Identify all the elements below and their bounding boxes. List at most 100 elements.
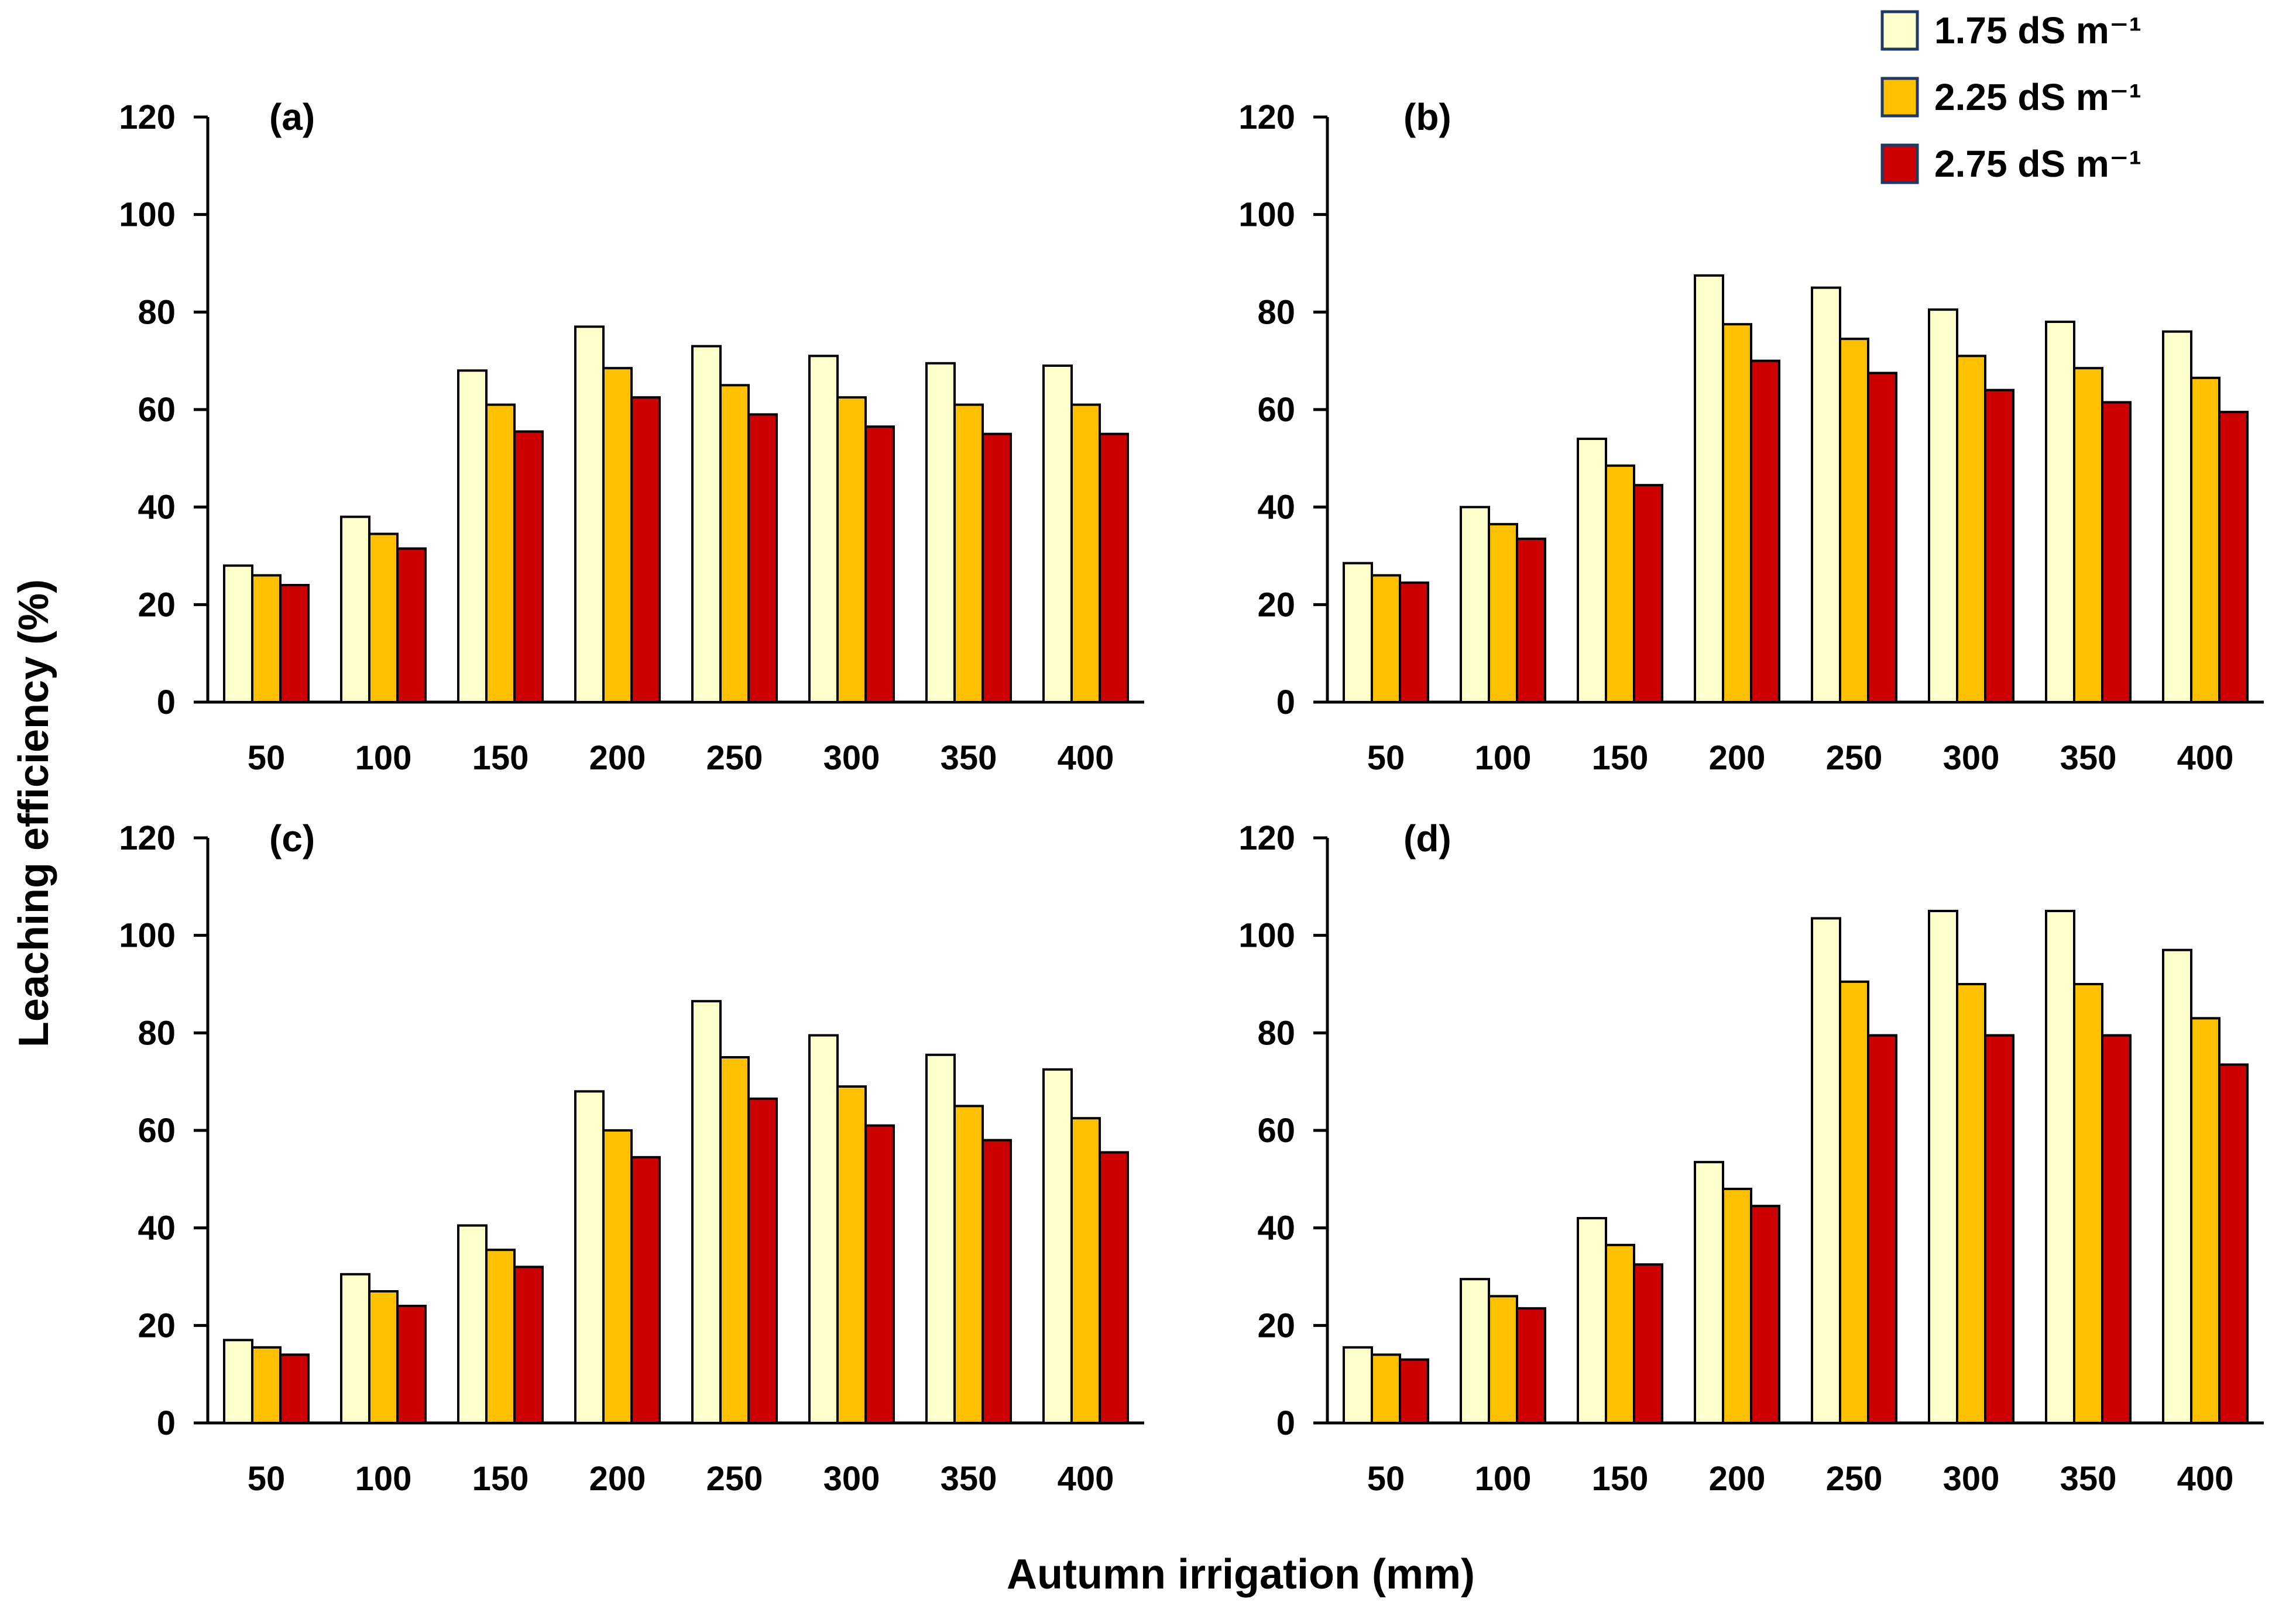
- legend-label-s225: 2.25 dS m⁻¹: [1934, 76, 2141, 118]
- x-tick-label: 200: [1709, 1460, 1766, 1498]
- bar-c-200-s275: [630, 1156, 661, 1425]
- bar-d-50-s175: [1343, 1346, 1373, 1424]
- bar-a-100-s225: [368, 532, 399, 703]
- x-tick-label: 50: [1367, 1460, 1405, 1498]
- bar-a-150-s225: [485, 403, 516, 704]
- bar-b-400-s275: [2218, 411, 2249, 704]
- bar-d-200-s225: [1722, 1188, 1752, 1424]
- bar-d-300-s175: [1928, 910, 1958, 1424]
- bar-c-250-s225: [719, 1056, 750, 1424]
- x-tick-label: 400: [2177, 739, 2234, 777]
- bar-c-100-s275: [396, 1305, 427, 1424]
- x-tick-label: 300: [823, 739, 880, 777]
- x-tick-label: 350: [941, 1460, 997, 1498]
- y-tick-label: 0: [1276, 1404, 1295, 1442]
- bar-d-150-s175: [1577, 1217, 1607, 1424]
- bar-a-50-s225: [251, 574, 282, 703]
- bar-c-250-s175: [691, 1000, 722, 1424]
- bar-b-150-s175: [1577, 438, 1607, 703]
- bar-c-200-s225: [602, 1129, 633, 1424]
- bar-c-50-s275: [279, 1353, 310, 1424]
- chart-panel-c: 0 20 40 60 80 100 120 (c) 50 100 150 200 250 300 350 40…: [119, 817, 1144, 1498]
- bar-c-100-s225: [368, 1290, 399, 1424]
- y-tick-label: 60: [1257, 1112, 1295, 1150]
- y-tick-label: 80: [1257, 293, 1295, 331]
- bar-a-250-s275: [747, 413, 778, 703]
- y-tick-label: 100: [119, 917, 176, 955]
- y-tick-label: 100: [1238, 917, 1295, 955]
- bar-b-100-s175: [1460, 506, 1490, 704]
- bar-b-100-s275: [1516, 537, 1546, 703]
- y-tick-label: 120: [1238, 819, 1295, 857]
- bar-b-300-s225: [1956, 355, 1986, 703]
- x-tick-label: 100: [355, 739, 412, 777]
- bar-c-100-s175: [340, 1273, 370, 1424]
- bar-d-50-s225: [1371, 1353, 1401, 1424]
- panel-label-a: (a): [269, 96, 315, 138]
- bar-a-350-s275: [981, 432, 1012, 704]
- bar-a-50-s175: [223, 564, 253, 704]
- bar-d-100-s225: [1488, 1295, 1518, 1424]
- x-tick-label: 300: [823, 1460, 880, 1498]
- legend: 1.75 dS m⁻¹ 2.25 dS m⁻¹ 2.75 dS m⁻¹: [1880, 9, 2141, 185]
- bar-d-50-s275: [1399, 1358, 1429, 1425]
- y-tick-label: 40: [138, 1209, 176, 1247]
- x-tick-label: 100: [1475, 1460, 1532, 1498]
- bar-b-200-s275: [1750, 359, 1780, 703]
- x-tick-label: 150: [472, 1460, 529, 1498]
- bar-b-400-s175: [2162, 330, 2192, 703]
- y-tick-label: 120: [119, 98, 176, 136]
- bar-b-400-s225: [2190, 376, 2221, 703]
- x-tick-label: 50: [1367, 739, 1405, 777]
- panel-label-d: (d): [1403, 817, 1451, 859]
- x-tick-label: 100: [355, 1460, 412, 1498]
- bar-c-300-s275: [864, 1124, 895, 1424]
- y-tick-label: 60: [138, 1112, 176, 1150]
- bar-d-250-s275: [1867, 1034, 1897, 1424]
- bar-a-200-s225: [602, 367, 633, 703]
- bar-a-200-s175: [574, 325, 605, 703]
- bar-c-250-s275: [747, 1097, 778, 1425]
- y-tick-label: 80: [1257, 1014, 1295, 1052]
- bar-c-350-s275: [981, 1139, 1012, 1424]
- bar-b-250-s175: [1811, 286, 1841, 703]
- x-tick-label: 250: [706, 739, 763, 777]
- bar-b-300-s175: [1928, 308, 1958, 703]
- x-tick-label: 50: [248, 1460, 286, 1498]
- bar-d-350-s225: [2073, 983, 2103, 1424]
- y-tick-label: 120: [119, 819, 176, 857]
- x-tick-label: 250: [1826, 739, 1883, 777]
- x-tick-label: 400: [1058, 739, 1114, 777]
- bar-c-50-s175: [223, 1339, 253, 1424]
- bar-d-150-s275: [1633, 1263, 1663, 1425]
- bar-b-150-s275: [1633, 484, 1663, 704]
- bar-a-300-s225: [836, 396, 867, 703]
- bar-a-300-s175: [808, 355, 839, 703]
- bar-a-200-s275: [630, 396, 661, 703]
- bar-b-250-s225: [1839, 338, 1869, 703]
- bar-c-150-s275: [513, 1266, 544, 1424]
- y-tick-label: 100: [119, 196, 176, 234]
- bar-d-250-s175: [1811, 917, 1841, 1424]
- x-tick-label: 350: [2060, 739, 2117, 777]
- bar-a-150-s275: [513, 430, 544, 703]
- legend-swatch-s175: [1880, 10, 1919, 51]
- bar-c-300-s175: [808, 1034, 839, 1424]
- bar-a-400-s225: [1070, 403, 1101, 704]
- x-tick-label: 150: [472, 739, 529, 777]
- bar-a-150-s175: [457, 369, 488, 703]
- bar-c-400-s175: [1042, 1068, 1073, 1425]
- bar-b-50-s225: [1371, 574, 1401, 703]
- bar-d-200-s175: [1694, 1161, 1724, 1424]
- bar-d-150-s225: [1605, 1243, 1635, 1424]
- bar-b-50-s275: [1399, 581, 1429, 703]
- y-tick-label: 80: [138, 293, 176, 331]
- legend-label-s275: 2.75 dS m⁻¹: [1934, 143, 2141, 185]
- x-tick-label: 250: [1826, 1460, 1883, 1498]
- bar-d-400-s275: [2218, 1063, 2249, 1424]
- bar-c-350-s175: [925, 1053, 956, 1425]
- bar-a-350-s225: [953, 403, 984, 704]
- bar-c-400-s275: [1099, 1151, 1129, 1424]
- y-axis-title: Leaching efficiency (%): [11, 579, 57, 1047]
